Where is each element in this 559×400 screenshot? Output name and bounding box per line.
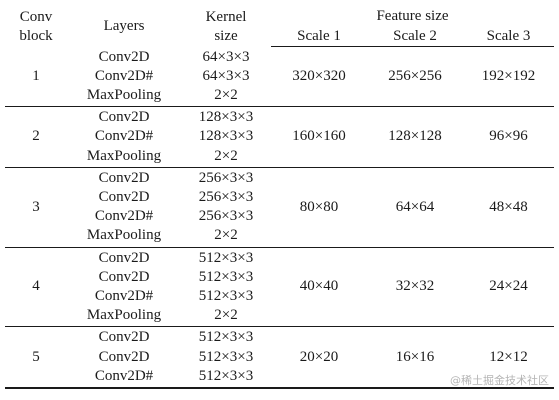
header-kernel-size-line-2: size <box>214 27 238 44</box>
kernel-cell: 128×3×3 128×3×3 2×2 <box>181 106 271 168</box>
scale-1-value: 80×80 <box>271 167 367 248</box>
kernel-size: 512×3×3 <box>198 329 254 346</box>
block-id: 4 <box>5 247 67 328</box>
layers-cell: Conv2D Conv2D# MaxPooling <box>67 46 181 108</box>
conv-block-row: 3 Conv2D Conv2D Conv2D# MaxPooling 256×3… <box>5 167 554 248</box>
layers-cell: Conv2D Conv2D Conv2D# MaxPooling <box>67 247 181 328</box>
layer-name: Conv2D# <box>94 208 154 225</box>
kernel-size: 512×3×3 <box>198 348 254 365</box>
layer-name: Conv2D <box>98 249 150 266</box>
conv-block-row: 5 Conv2D Conv2D Conv2D# 512×3×3 512×3×3 … <box>5 326 554 389</box>
scale-3-value: 48×48 <box>463 167 554 248</box>
kernel-size: 256×3×3 <box>198 208 254 225</box>
layer-name: Conv2D <box>98 348 150 365</box>
scale-1-value: 320×320 <box>271 46 367 108</box>
header-scale-1: Scale 1 <box>271 26 367 48</box>
kernel-cell: 512×3×3 512×3×3 512×3×3 <box>181 326 271 389</box>
layers-cell: Conv2D Conv2D# MaxPooling <box>67 106 181 168</box>
table-container: Conv block Layers Kernel size Feature si… <box>5 7 554 389</box>
layer-name: Conv2D <box>98 329 150 346</box>
layer-name: MaxPooling <box>86 147 162 164</box>
layer-name: Conv2D# <box>94 67 154 84</box>
kernel-size: 512×3×3 <box>198 268 254 285</box>
scale-2-value: 128×128 <box>367 106 463 168</box>
header-scale-2: Scale 2 <box>367 26 463 48</box>
layer-name: Conv2D <box>98 268 150 285</box>
kernel-size: 512×3×3 <box>198 249 254 266</box>
kernel-size: 2×2 <box>214 87 238 104</box>
layer-name: Conv2D <box>98 48 150 65</box>
header-conv-block-line-1: Conv <box>19 8 53 25</box>
scale-1-value: 160×160 <box>271 106 367 168</box>
kernel-size: 64×3×3 <box>202 48 250 65</box>
block-id: 5 <box>5 326 67 389</box>
conv-block-row: 1 Conv2D Conv2D# MaxPooling 64×3×3 64×3×… <box>5 46 554 108</box>
kernel-size: 128×3×3 <box>198 128 254 145</box>
scale-3-value: 24×24 <box>463 247 554 328</box>
scale-2-value: 16×16 <box>367 326 463 389</box>
header-kernel-size: Kernel size <box>181 7 271 47</box>
header-feature-size: Feature size <box>376 8 449 24</box>
block-id: 1 <box>5 46 67 108</box>
layer-name: MaxPooling <box>86 227 162 244</box>
block-id: 2 <box>5 106 67 168</box>
kernel-cell: 64×3×3 64×3×3 2×2 <box>181 46 271 108</box>
layers-cell: Conv2D Conv2D Conv2D# MaxPooling <box>67 167 181 248</box>
layers-cell: Conv2D Conv2D Conv2D# <box>67 326 181 389</box>
kernel-size: 64×3×3 <box>202 67 250 84</box>
header-conv-block-line-2: block <box>19 27 53 44</box>
scale-3-value: 96×96 <box>463 106 554 168</box>
scale-2-value: 32×32 <box>367 247 463 328</box>
layer-name: MaxPooling <box>86 307 162 324</box>
conv-block-row: 4 Conv2D Conv2D Conv2D# MaxPooling 512×3… <box>5 247 554 328</box>
scale-3-value: 192×192 <box>463 46 554 108</box>
header-scale-3: Scale 3 <box>463 26 554 48</box>
kernel-size: 256×3×3 <box>198 189 254 206</box>
kernel-size: 128×3×3 <box>198 109 254 126</box>
header-conv-block: Conv block <box>5 7 67 47</box>
kernel-size: 2×2 <box>214 227 238 244</box>
layer-name: Conv2D <box>98 169 150 186</box>
scale-1-value: 20×20 <box>271 326 367 389</box>
kernel-cell: 256×3×3 256×3×3 256×3×3 2×2 <box>181 167 271 248</box>
kernel-size: 2×2 <box>214 307 238 324</box>
header-layers: Layers <box>103 18 145 35</box>
watermark: @稀土掘金技术社区 <box>450 374 549 387</box>
layer-name: Conv2D# <box>94 287 154 304</box>
kernel-size: 512×3×3 <box>198 287 254 304</box>
scale-3-value: 12×12 <box>463 326 554 389</box>
block-id: 3 <box>5 167 67 248</box>
conv-block-row: 2 Conv2D Conv2D# MaxPooling 128×3×3 128×… <box>5 106 554 168</box>
network-architecture-table: Conv block Layers Kernel size Feature si… <box>5 7 554 389</box>
scale-2-value: 256×256 <box>367 46 463 108</box>
layer-name: Conv2D <box>98 189 150 206</box>
kernel-size: 512×3×3 <box>198 367 254 384</box>
layer-name: MaxPooling <box>86 87 162 104</box>
kernel-cell: 512×3×3 512×3×3 512×3×3 2×2 <box>181 247 271 328</box>
kernel-size: 256×3×3 <box>198 169 254 186</box>
layer-name: Conv2D# <box>94 367 154 384</box>
scale-1-value: 40×40 <box>271 247 367 328</box>
kernel-size: 2×2 <box>214 147 238 164</box>
layer-name: Conv2D# <box>94 128 154 145</box>
table-header: Conv block Layers Kernel size Feature si… <box>5 7 554 48</box>
layer-name: Conv2D <box>98 109 150 126</box>
scale-2-value: 64×64 <box>367 167 463 248</box>
header-kernel-size-line-1: Kernel <box>205 8 247 25</box>
